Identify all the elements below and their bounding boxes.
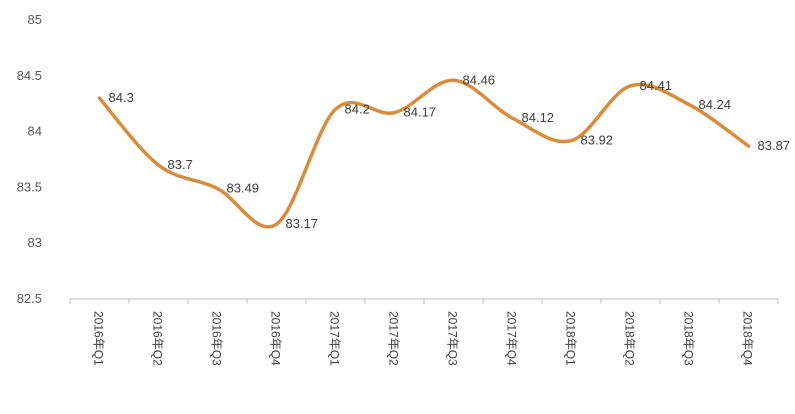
x-category-label: 2016年Q1	[92, 311, 106, 366]
data-labels: 84.3 83.7 83.49 83.17 84.2 84.17 84.46 84.12 83.…	[109, 72, 791, 231]
data-label: 83.87	[758, 138, 791, 153]
data-label: 84.2	[345, 101, 370, 116]
y-tick-label: 85	[28, 12, 42, 27]
x-category-label: 2018年Q1	[564, 311, 578, 366]
x-axis	[69, 298, 779, 304]
x-category-label: 2016年Q3	[210, 311, 224, 366]
y-tick-label: 83	[28, 235, 42, 250]
x-category-label: 2017年Q2	[387, 311, 401, 366]
x-category-label: 2017年Q3	[446, 311, 460, 366]
series-line	[97, 78, 751, 229]
x-category-label: 2018年Q3	[682, 311, 696, 366]
y-axis-ticks: 82.5 83 83.5 84 84.5 85	[17, 12, 42, 306]
data-label: 84.41	[640, 78, 673, 93]
x-category-label: 2017年Q4	[505, 311, 519, 366]
x-category-label: 2017年Q1	[328, 311, 342, 366]
y-tick-label: 84.5	[17, 68, 42, 83]
data-label: 83.17	[286, 216, 319, 231]
data-label: 83.49	[227, 181, 260, 196]
x-axis-labels: 2016年Q1 2016年Q2 2016年Q3 2016年Q4 2017年Q1 2017年…	[92, 311, 755, 366]
y-tick-label: 84	[28, 124, 42, 139]
data-label: 84.46	[463, 72, 496, 87]
series-group	[97, 78, 751, 229]
x-category-label: 2018年Q4	[741, 311, 755, 366]
y-tick-label: 82.5	[17, 291, 42, 306]
data-label: 83.92	[581, 133, 614, 148]
y-tick-label: 83.5	[17, 179, 42, 194]
data-label: 83.7	[168, 157, 193, 172]
x-category-label: 2016年Q4	[269, 311, 283, 366]
data-label: 84.3	[109, 90, 134, 105]
x-category-label: 2016年Q2	[151, 311, 165, 366]
data-label: 84.24	[699, 97, 732, 112]
data-label: 84.12	[522, 110, 555, 125]
x-category-label: 2018年Q2	[623, 311, 637, 366]
data-label: 84.17	[404, 105, 437, 120]
